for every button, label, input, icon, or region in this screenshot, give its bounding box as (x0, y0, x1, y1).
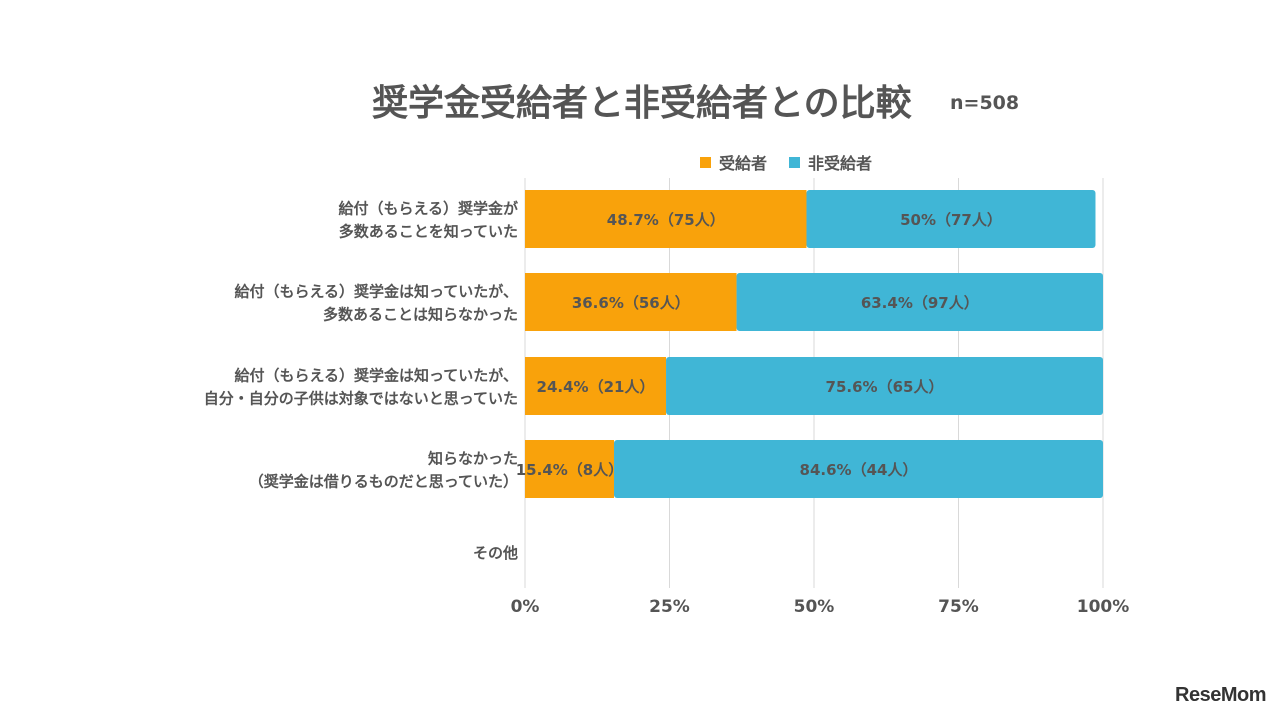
x-tick-label: 75% (938, 597, 979, 617)
chart-legend: 受給者 非受給者 (700, 150, 872, 174)
bar-non-recipient (806, 190, 1096, 248)
x-tick-label: 100% (1077, 597, 1130, 617)
data-label: 36.6%（56人） (572, 294, 690, 312)
data-label: 24.4%（21人） (537, 378, 655, 396)
data-label: 48.7%（75人） (607, 211, 725, 229)
data-label: 15.4%（8人） (516, 461, 623, 479)
category-label: 多数あることは知らなかった (323, 306, 518, 324)
bar-non-recipient (736, 273, 1103, 331)
sample-size-label: n=508 (950, 92, 1020, 114)
data-label: 63.4%（97人） (861, 294, 979, 312)
category-label: 給付（もらえる）奨学金が (338, 200, 519, 218)
legend-swatch-non-recipient (789, 156, 801, 168)
category-label: その他 (473, 544, 518, 562)
x-tick-label: 0% (511, 597, 540, 617)
legend-item-non-recipient: 非受給者 (789, 150, 872, 174)
bar-recipient (525, 357, 667, 415)
x-tick-label: 25% (649, 597, 690, 617)
data-label: 75.6%（65人） (826, 378, 944, 396)
legend-label-recipient: 受給者 (719, 154, 768, 173)
data-label: 84.6%（44人） (800, 461, 918, 479)
legend-label-non-recipient: 非受給者 (808, 154, 873, 173)
bar-recipient (525, 440, 615, 498)
legend-swatch-recipient (700, 156, 711, 168)
resemom-logo: ReseMom (1175, 684, 1266, 706)
x-tick-label: 50% (794, 597, 835, 617)
bar-non-recipient (666, 357, 1103, 415)
category-label: 知らなかった (428, 450, 518, 468)
category-label: 自分・自分の子供は対象ではないと思っていた (204, 390, 518, 408)
data-label: 50%（77人） (900, 211, 1002, 229)
category-label: 給付（もらえる）奨学金は知っていたが、 (234, 367, 518, 385)
bar-recipient (525, 190, 807, 248)
bar-non-recipient (614, 440, 1103, 498)
category-label: 多数あることを知っていた (339, 223, 518, 241)
category-label: （奨学金は借りるものだと思っていた） (249, 473, 518, 491)
legend-item-recipient: 受給者 (700, 150, 767, 174)
category-label: 給付（もらえる）奨学金は知っていたが、 (234, 283, 518, 301)
bar-recipient (525, 273, 737, 331)
chart-title: 奨学金受給者と非受給者との比較 (372, 83, 912, 124)
